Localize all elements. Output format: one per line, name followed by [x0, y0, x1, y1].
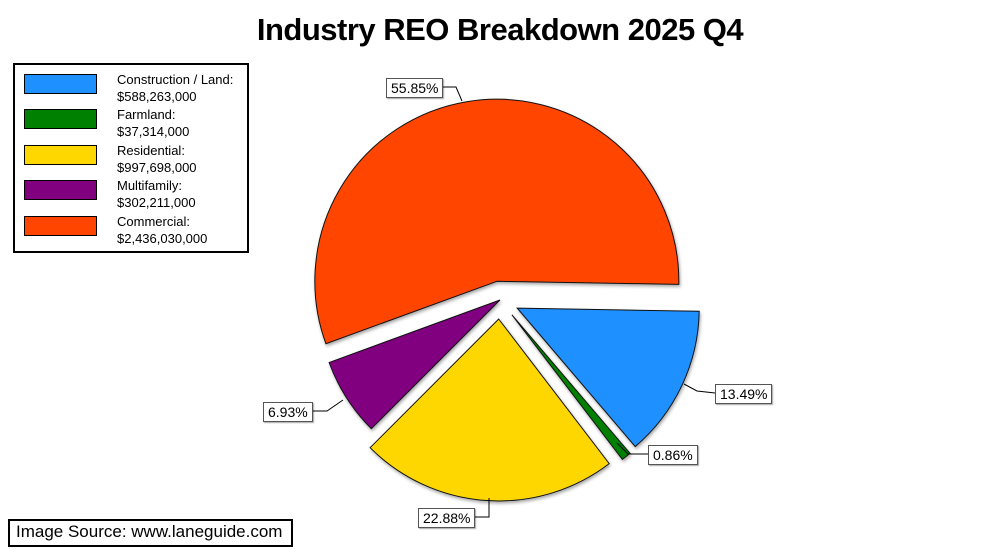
- percent-callout-commercial: 55.85%: [386, 78, 444, 98]
- source-text: Image Source: www.laneguide.com: [16, 522, 283, 541]
- pie-slice-farmland: [511, 314, 631, 461]
- leader-line-residential: [472, 498, 490, 518]
- page-title: Industry REO Breakdown 2025 Q4: [256, 12, 744, 47]
- pie-slice-residential: [369, 318, 610, 502]
- percent-callout-residential: 22.88%: [418, 508, 476, 528]
- legend-swatch-residential: [24, 144, 97, 165]
- legend-value: $37,314,000: [117, 124, 190, 140]
- percent-callout-construction-land: 13.49%: [715, 384, 773, 404]
- legend-row: Construction / Land: $588,263,000: [15, 69, 247, 104]
- percent-callout-farmland: 0.86%: [648, 445, 698, 465]
- pie-slice-multifamily: [328, 299, 501, 430]
- legend-label: Multifamily:: [117, 178, 183, 194]
- legend-value: $588,263,000: [117, 89, 197, 104]
- legend-label: Commercial:: [117, 213, 190, 229]
- legend-label: Farmland:: [117, 107, 176, 123]
- legend-value: $2,436,030,000: [117, 230, 208, 246]
- legend-row: Commercial: $2,436,030,000: [15, 211, 247, 246]
- legend-swatch-construction-land: [24, 74, 97, 94]
- legend-value: $997,698,000: [117, 159, 197, 175]
- legend-row: Multifamily: $302,211,000: [15, 175, 247, 210]
- legend-row: Farmland: $37,314,000: [15, 104, 247, 139]
- legend-label: Construction / Land:: [117, 72, 234, 87]
- source-box: Image Source: www.laneguide.com: [8, 519, 294, 547]
- pie-slice-construction-land: [516, 307, 700, 448]
- legend: Construction / Land: $588,263,000 Farmla…: [13, 63, 249, 253]
- pie-slice-commercial: [314, 98, 680, 345]
- leader-line-commercial: [441, 86, 463, 102]
- legend-swatch-multifamily: [24, 180, 97, 201]
- leader-line-construction-land: [683, 383, 716, 394]
- legend-value: $302,211,000: [117, 195, 196, 211]
- legend-row: Residential: $997,698,000: [15, 140, 247, 175]
- percent-callout-multifamily: 6.93%: [263, 402, 313, 422]
- leader-line-farmland: [616, 442, 648, 455]
- legend-swatch-commercial: [24, 215, 97, 236]
- leader-line-multifamily: [308, 399, 344, 412]
- legend-label: Residential:: [117, 142, 185, 158]
- legend-swatch-farmland: [24, 109, 97, 130]
